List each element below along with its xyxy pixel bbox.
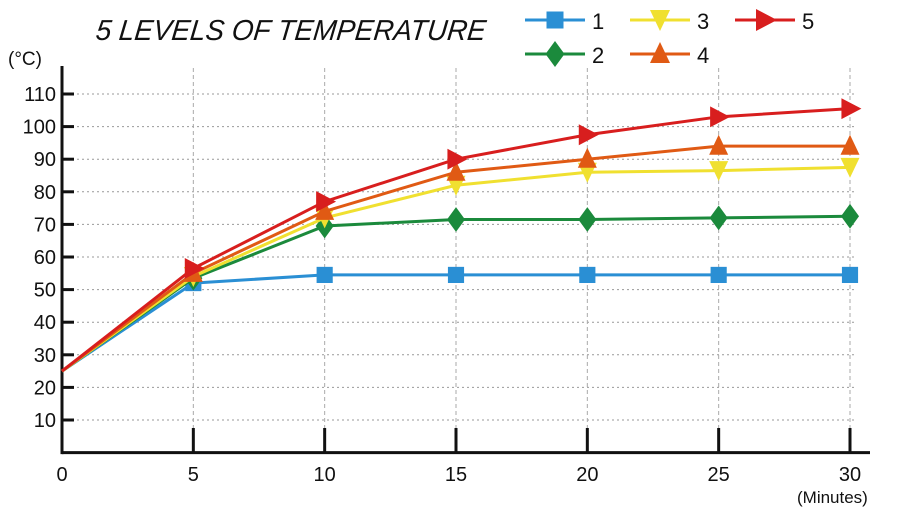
- triangle-up-marker: [650, 42, 670, 63]
- y-tick-label: 80: [34, 182, 56, 204]
- legend-item-5: 5: [735, 9, 814, 34]
- x-tick-label: 25: [708, 464, 730, 486]
- triangle-right-marker: [578, 124, 599, 146]
- triangle-down-marker: [650, 10, 670, 31]
- legend-item-1: 1: [525, 9, 604, 34]
- diamond-marker: [578, 207, 597, 232]
- triangle-down-marker: [709, 161, 729, 182]
- y-tick-label: 60: [34, 247, 56, 269]
- legend-item-4: 4: [630, 42, 709, 68]
- triangle-up-marker: [709, 134, 729, 155]
- legend-label: 5: [802, 9, 814, 34]
- legend-label: 4: [697, 43, 709, 68]
- x-tick-label: 5: [188, 464, 199, 486]
- x-tick-label: 0: [56, 464, 67, 486]
- square-marker: [546, 11, 564, 29]
- triangle-up-marker: [577, 147, 597, 168]
- y-tick-label: 90: [34, 149, 56, 171]
- triangle-right-marker: [710, 106, 731, 128]
- legend-label: 2: [592, 43, 604, 68]
- chart-title: 5 LEVELS OF TEMPERATURE: [94, 15, 488, 47]
- y-tick-label: 100: [23, 117, 56, 139]
- diamond-marker: [840, 203, 860, 229]
- legend-label: 1: [592, 9, 604, 34]
- diamond-marker: [446, 207, 466, 232]
- series-3: [61, 157, 860, 373]
- y-tick-label: 20: [34, 377, 56, 399]
- square-marker: [316, 266, 333, 284]
- legend-item-2: 2: [525, 41, 604, 68]
- y-tick-label: 50: [34, 280, 56, 302]
- triangle-right-marker: [447, 148, 468, 170]
- triangle-right-marker: [841, 98, 862, 120]
- triangle-up-marker: [446, 160, 466, 181]
- y-tick-label: 30: [34, 345, 56, 367]
- x-tick-label: 30: [839, 464, 861, 486]
- diamond-marker: [709, 205, 728, 231]
- y-axis-label: (°C): [8, 49, 42, 70]
- triangle-down-marker: [840, 157, 860, 178]
- diamond-marker: [545, 41, 565, 67]
- legend-label: 3: [697, 9, 709, 34]
- triangle-up-marker: [315, 199, 335, 220]
- y-tick-label: 40: [34, 312, 56, 334]
- square-marker: [841, 266, 859, 284]
- square-marker: [447, 266, 465, 284]
- triangle-right-marker: [184, 257, 205, 279]
- series-2: [61, 203, 860, 373]
- x-tick-label: 15: [445, 464, 467, 486]
- square-marker: [710, 266, 727, 284]
- x-tick-label: 20: [576, 464, 598, 486]
- triangle-right-marker: [316, 191, 337, 213]
- legend-item-3: 3: [630, 9, 709, 34]
- square-marker: [579, 266, 596, 284]
- x-axis-label: (Minutes): [797, 488, 868, 507]
- triangle-up-marker: [840, 134, 860, 155]
- x-tick-label: 10: [314, 464, 336, 486]
- triangle-right-marker: [756, 9, 777, 31]
- y-tick-label: 70: [34, 214, 56, 236]
- series-5: [61, 98, 862, 373]
- y-tick-label: 110: [24, 84, 56, 106]
- y-tick-label: 10: [34, 410, 56, 432]
